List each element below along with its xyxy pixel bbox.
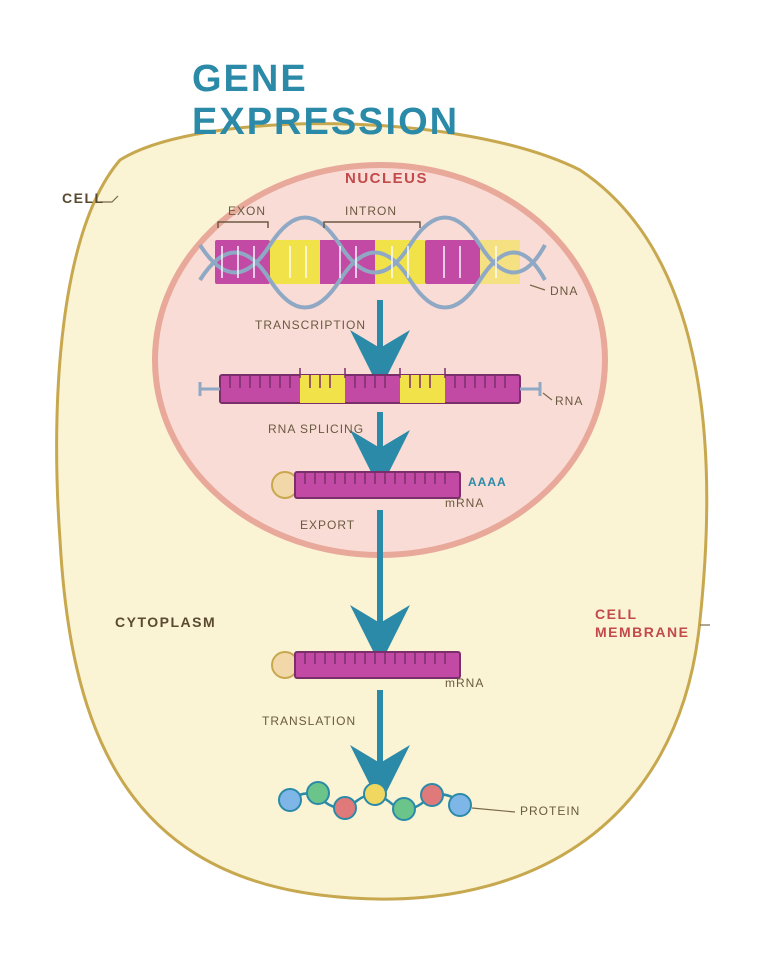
label-export: EXPORT [300,518,355,532]
label-mrna-1: mRNA [445,496,484,510]
label-cytoplasm: CYTOPLASM [115,614,216,630]
label-protein: PROTEIN [520,804,580,818]
label-transcription: TRANSCRIPTION [255,318,366,332]
label-cell: CELL [62,190,105,206]
label-intron: INTRON [345,204,397,218]
label-splicing: RNA SPLICING [268,422,364,436]
page-title: GENE EXPRESSION [192,58,576,144]
mrna-nucleus [272,472,460,498]
label-cell-membrane: CELL MEMBRANE [595,605,689,641]
label-dna: DNA [550,284,578,298]
label-rna: RNA [555,394,583,408]
label-nucleus: NUCLEUS [345,170,428,187]
label-mrna-2: mRNA [445,676,484,690]
label-aaaa-1: AAAA [468,475,507,489]
label-translation: TRANSLATION [262,714,356,728]
diagram-svg [0,0,768,960]
label-exon: EXON [228,204,266,218]
mrna-cytoplasm [272,652,460,678]
